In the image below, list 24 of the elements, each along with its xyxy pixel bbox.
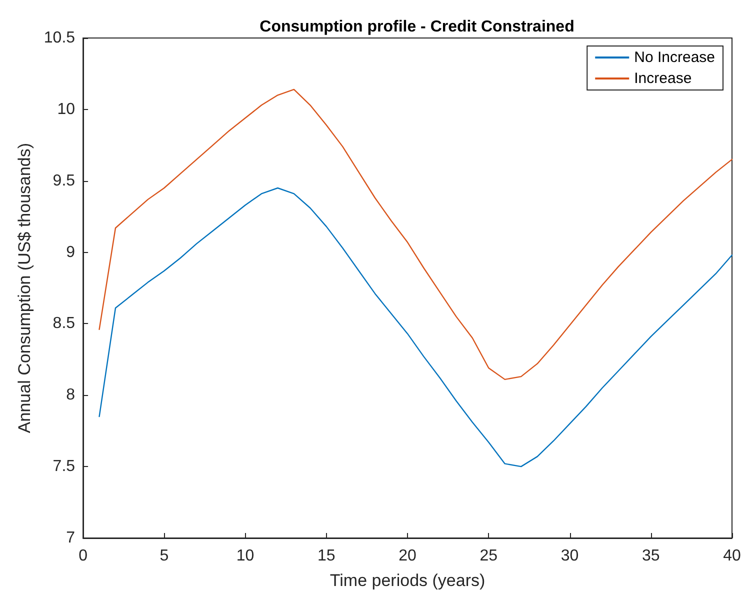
line-series: [98, 88, 733, 380]
x-tick-label: 20: [398, 548, 417, 564]
x-tick-label: 30: [560, 548, 579, 564]
y-tick-label: 7: [66, 530, 76, 546]
chart-title: Consumption profile - Credit Constrained: [260, 18, 574, 36]
y-tick-label: 10: [57, 100, 76, 118]
y-tick-label: 10.5: [44, 30, 76, 46]
x-tick-label: 25: [480, 548, 498, 564]
x-tick-label: 40: [723, 548, 741, 564]
y-tick-label: 7.5: [52, 458, 76, 476]
x-tick-label: 15: [318, 548, 336, 564]
x-tick-label: 5: [160, 548, 169, 564]
y-tick-label: 9: [66, 244, 76, 261]
x-tick-label: 0: [78, 548, 88, 564]
y-tick-label: 8: [66, 386, 76, 404]
line-series: [98, 187, 733, 468]
y-tick-label: 8.5: [52, 315, 76, 332]
x-axis-title: Time periods (years): [330, 571, 486, 590]
legend-label: No Increase: [634, 49, 715, 66]
y-tick-label: 9.5: [52, 172, 76, 190]
y-axis-title: Annual Consumption (US$ thousands): [15, 142, 34, 434]
x-tick-label: 35: [642, 548, 660, 564]
x-tick-label: 10: [236, 548, 254, 564]
legend-label: Increase: [634, 70, 692, 87]
